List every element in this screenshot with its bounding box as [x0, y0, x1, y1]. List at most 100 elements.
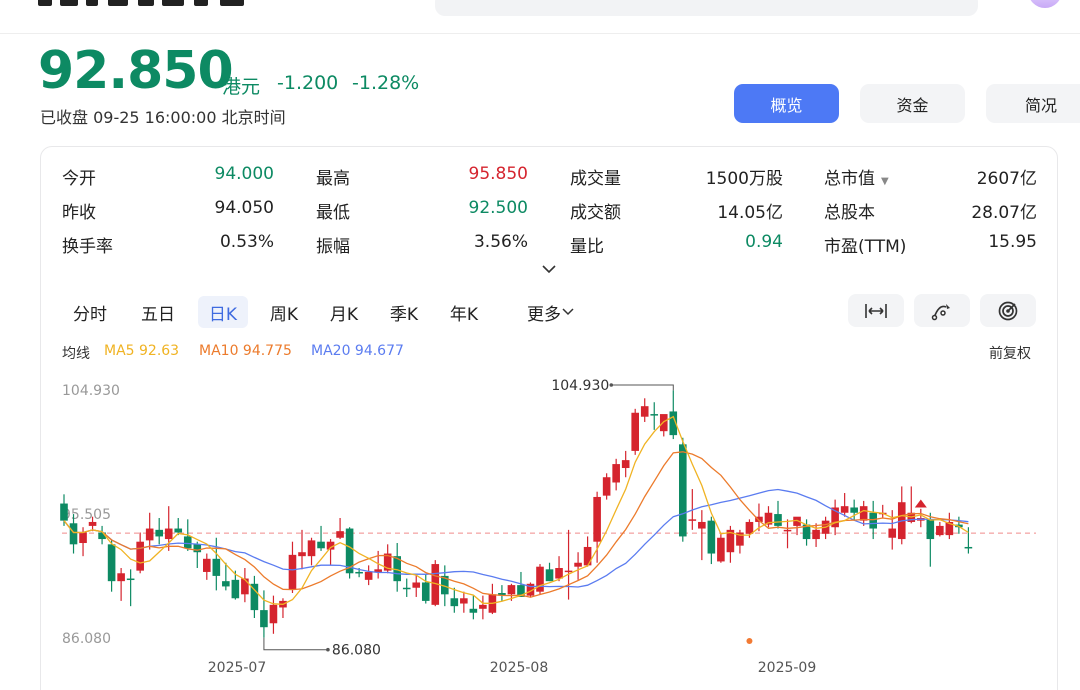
- candle[interactable]: [774, 514, 782, 526]
- tab-capital-flow[interactable]: 资金: [860, 84, 965, 123]
- dividend-marker-icon[interactable]: [746, 638, 753, 644]
- candle[interactable]: [203, 558, 211, 572]
- candle[interactable]: [707, 520, 716, 554]
- candle[interactable]: [593, 496, 601, 542]
- candle[interactable]: [688, 519, 697, 521]
- avatar[interactable]: [1028, 0, 1062, 8]
- candle[interactable]: [640, 406, 649, 417]
- candle[interactable]: [564, 570, 573, 573]
- candle[interactable]: [117, 573, 125, 582]
- candle[interactable]: [736, 532, 744, 546]
- candle[interactable]: [964, 546, 973, 549]
- period-tab-quarterly[interactable]: 季K: [389, 304, 419, 325]
- period-tab-yearly[interactable]: 年K: [449, 304, 479, 325]
- candle[interactable]: [298, 552, 306, 557]
- candle[interactable]: [98, 532, 106, 540]
- candle[interactable]: [364, 571, 373, 580]
- candle[interactable]: [155, 529, 163, 537]
- candle[interactable]: [726, 529, 735, 553]
- candle[interactable]: [745, 521, 754, 534]
- candle[interactable]: [812, 529, 820, 540]
- candle[interactable]: [574, 562, 582, 567]
- candle[interactable]: [612, 464, 620, 483]
- expand-chevron-icon[interactable]: [541, 262, 557, 276]
- candle[interactable]: [536, 566, 544, 592]
- stat-label-market-cap[interactable]: 总市值 ▼: [824, 164, 889, 189]
- event-marker-icon[interactable]: [914, 499, 927, 508]
- candle[interactable]: [250, 583, 259, 611]
- candle[interactable]: [402, 587, 411, 590]
- candle[interactable]: [621, 460, 630, 469]
- price-adjust-mode[interactable]: 前复权: [989, 346, 1031, 362]
- candle[interactable]: [174, 528, 183, 533]
- candle[interactable]: [288, 554, 297, 590]
- candle[interactable]: [602, 477, 611, 496]
- kline-chart[interactable]: 104.930 95.505 86.080 104.930 86.080 2025-07 2…: [0, 370, 1080, 690]
- candle[interactable]: [783, 529, 792, 532]
- candle[interactable]: [126, 578, 135, 581]
- candle[interactable]: [79, 532, 87, 544]
- candle[interactable]: [412, 582, 421, 588]
- candle[interactable]: [326, 541, 335, 550]
- candle[interactable]: [269, 604, 278, 624]
- candle[interactable]: [460, 598, 468, 604]
- candle[interactable]: [212, 558, 221, 576]
- candle[interactable]: [355, 571, 363, 574]
- candle[interactable]: [193, 544, 202, 553]
- candle[interactable]: [840, 506, 849, 513]
- tab-overview[interactable]: 概览: [734, 84, 839, 123]
- candle[interactable]: [859, 506, 868, 521]
- candle[interactable]: [317, 541, 325, 549]
- candle[interactable]: [393, 556, 401, 582]
- period-tab-more[interactable]: 更多: [516, 296, 586, 328]
- period-tab-5day[interactable]: 五日: [141, 304, 175, 325]
- candle[interactable]: [850, 507, 858, 513]
- candle[interactable]: [755, 516, 763, 522]
- candle[interactable]: [441, 575, 449, 595]
- candle[interactable]: [526, 583, 535, 596]
- candle[interactable]: [802, 524, 811, 540]
- candle[interactable]: [145, 528, 154, 541]
- candle[interactable]: [926, 519, 935, 540]
- candle[interactable]: [831, 507, 839, 528]
- candle[interactable]: [679, 444, 687, 537]
- candle[interactable]: [431, 564, 440, 605]
- candle[interactable]: [136, 541, 144, 571]
- candle[interactable]: [60, 503, 68, 521]
- candle[interactable]: [669, 411, 678, 436]
- candle[interactable]: [260, 610, 268, 628]
- candle[interactable]: [421, 582, 430, 601]
- candle[interactable]: [869, 512, 877, 529]
- candle[interactable]: [383, 553, 392, 571]
- candle[interactable]: [945, 521, 954, 536]
- search-input[interactable]: [435, 0, 978, 16]
- candle[interactable]: [69, 523, 78, 545]
- candle[interactable]: [469, 608, 478, 613]
- period-tab-weekly[interactable]: 周K: [269, 304, 299, 325]
- candle[interactable]: [583, 546, 592, 566]
- period-tab-daily[interactable]: 日K: [198, 296, 248, 328]
- candle[interactable]: [650, 414, 659, 416]
- candle[interactable]: [450, 598, 459, 607]
- candle[interactable]: [241, 578, 249, 595]
- candle[interactable]: [507, 585, 516, 595]
- candle[interactable]: [498, 593, 506, 596]
- period-tab-monthly[interactable]: 月K: [329, 304, 359, 325]
- candle[interactable]: [307, 540, 316, 557]
- candle[interactable]: [793, 516, 801, 526]
- period-tab-intraday[interactable]: 分时: [73, 304, 107, 325]
- candle[interactable]: [555, 568, 563, 579]
- candle[interactable]: [888, 528, 897, 538]
- candle[interactable]: [107, 544, 116, 582]
- candle[interactable]: [222, 581, 230, 587]
- candle[interactable]: [545, 569, 554, 582]
- candle[interactable]: [631, 412, 639, 451]
- candle[interactable]: [88, 521, 97, 526]
- candle[interactable]: [936, 525, 944, 536]
- app-logo[interactable]: [38, 0, 250, 6]
- candle[interactable]: [479, 604, 487, 609]
- target-button[interactable]: [980, 294, 1036, 327]
- fit-width-button[interactable]: [848, 294, 904, 327]
- candle[interactable]: [764, 512, 773, 525]
- candle[interactable]: [374, 569, 382, 572]
